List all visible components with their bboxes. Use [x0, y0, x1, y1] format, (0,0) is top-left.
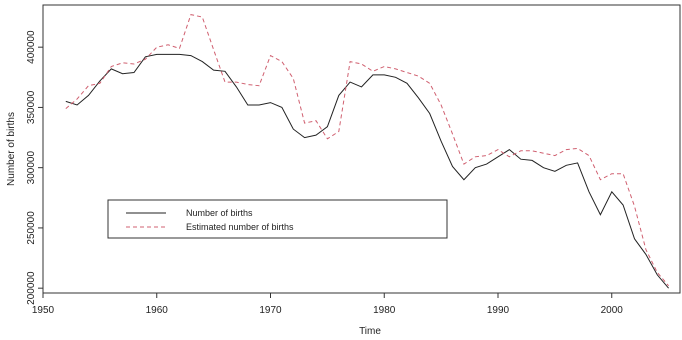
- x-tick-label: 1960: [146, 305, 169, 316]
- x-tick-label: 1950: [32, 305, 55, 316]
- series-layer: [65, 14, 669, 289]
- x-tick-label: 1990: [487, 305, 510, 316]
- x-tick-label: 2000: [601, 305, 624, 316]
- x-tick-label: 1980: [373, 305, 396, 316]
- y-tick-label: 300000: [26, 151, 37, 185]
- x-axis-label: Time: [359, 326, 381, 337]
- y-tick-label: 400000: [26, 30, 37, 64]
- x-axis: 1950 1960 1970 1980 1990 2000: [32, 293, 623, 316]
- y-axis: 200000 250000 300000 350000 400000: [26, 30, 43, 305]
- legend-box: [107, 199, 448, 239]
- series-line-number-of-births: [65, 53, 669, 289]
- legend-label-estimated-number-of-births: Estimated number of births: [186, 222, 294, 232]
- legend-label-number-of-births: Number of births: [186, 208, 253, 218]
- legend: Number of births Estimated number of bir…: [107, 199, 448, 239]
- y-tick-label: 250000: [26, 211, 37, 245]
- y-tick-label: 200000: [26, 271, 37, 305]
- y-tick-label: 350000: [26, 90, 37, 124]
- plot-frame: [42, 4, 681, 294]
- series-line-estimated-number-of-births: [65, 14, 669, 287]
- x-tick-label: 1970: [259, 305, 282, 316]
- y-axis-label: Number of births: [6, 112, 17, 186]
